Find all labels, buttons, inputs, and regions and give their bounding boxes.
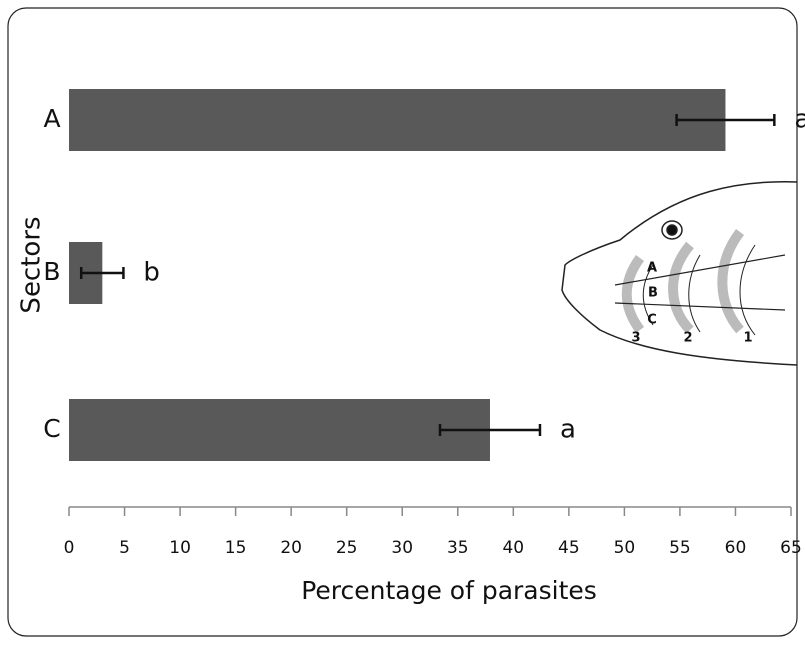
sector-lines <box>614 254 786 311</box>
y-axis-label: Sectors <box>17 216 47 313</box>
x-tick-label: 40 <box>502 538 524 558</box>
significance-label: a <box>794 105 805 135</box>
x-axis-label: Percentage of parasites <box>301 576 597 605</box>
x-tick-label: 15 <box>225 538 247 558</box>
y-tick-label: A <box>43 104 60 133</box>
x-tick-label: 55 <box>669 538 691 558</box>
significance-label: b <box>143 258 160 288</box>
x-tick-label: 30 <box>391 538 413 558</box>
inset-arch-label: 3 <box>631 331 640 346</box>
bar <box>69 399 490 461</box>
fish-eye <box>661 220 683 240</box>
x-tick-label: 10 <box>169 538 191 558</box>
x-tick-label: 65 <box>780 538 802 558</box>
arch-curves <box>642 244 756 336</box>
y-tick-label: B <box>43 257 60 286</box>
bar <box>69 89 726 151</box>
x-tick-label: 5 <box>119 538 130 558</box>
error-bar <box>675 114 776 126</box>
error-bar <box>79 267 125 279</box>
fish-pupil <box>666 224 678 236</box>
y-tick-label: C <box>43 414 60 443</box>
inset-fish <box>561 181 798 366</box>
inset-sector-label: C <box>647 313 657 328</box>
frame <box>7 7 798 637</box>
inset-arch-label: 2 <box>683 331 692 346</box>
x-tick-label: 20 <box>280 538 302 558</box>
x-tick-label: 45 <box>558 538 580 558</box>
inset-sector-label: B <box>648 286 658 301</box>
fish-outline <box>561 181 798 366</box>
x-tick-label: 35 <box>447 538 469 558</box>
x-tick-label: 50 <box>614 538 636 558</box>
error-bar <box>438 424 542 436</box>
inset-sector-label: A <box>647 261 657 276</box>
significance-label: a <box>560 415 576 445</box>
x-tick-label: 60 <box>725 538 747 558</box>
gill-arches <box>621 228 745 334</box>
x-tick-label: 0 <box>64 538 75 558</box>
x-tick-label: 25 <box>336 538 358 558</box>
inset-arch-label: 1 <box>743 331 752 346</box>
